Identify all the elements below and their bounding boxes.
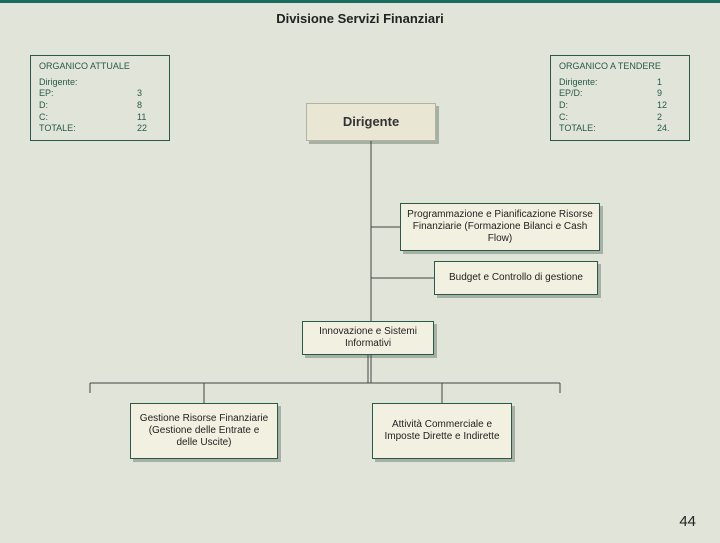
organico-attuale-box: ORGANICO ATTUALE Dirigente: EP:3 D:8 C:1… bbox=[30, 55, 170, 141]
node-programmazione: Programmazione e Pianificazione Risorse … bbox=[400, 203, 600, 251]
node-programmazione-label: Programmazione e Pianificazione Risorse … bbox=[407, 209, 593, 245]
node-dirigente-label: Dirigente bbox=[343, 114, 399, 130]
right-row-v2: 12 bbox=[657, 100, 681, 112]
right-row-v3: 2 bbox=[657, 112, 681, 124]
node-gestione-risorse: Gestione Risorse Finanziarie (Gestione d… bbox=[130, 403, 278, 459]
node-budget-label: Budget e Controllo di gestione bbox=[449, 272, 583, 284]
right-row-v1: 9 bbox=[657, 88, 681, 100]
left-row-k4: TOTALE: bbox=[39, 123, 137, 135]
node-dirigente: Dirigente bbox=[306, 103, 436, 141]
page-number: 44 bbox=[679, 513, 696, 530]
right-row-v4: 24. bbox=[657, 123, 681, 135]
right-row-k2: D: bbox=[559, 100, 657, 112]
node-attivita-commerciale: Attività Commerciale e Imposte Dirette e… bbox=[372, 403, 512, 459]
left-row-v0 bbox=[137, 77, 161, 89]
node-attivita-commerciale-label: Attività Commerciale e Imposte Dirette e… bbox=[379, 419, 505, 443]
right-row-k3: C: bbox=[559, 112, 657, 124]
right-row-k4: TOTALE: bbox=[559, 123, 657, 135]
organico-tendere-header: ORGANICO A TENDERE bbox=[559, 61, 681, 73]
right-row-k1: EP/D: bbox=[559, 88, 657, 100]
left-row-k0: Dirigente: bbox=[39, 77, 137, 89]
right-row-k0: Dirigente: bbox=[559, 77, 657, 89]
right-row-v0: 1 bbox=[657, 77, 681, 89]
organico-tendere-box: ORGANICO A TENDERE Dirigente:1 EP/D:9 D:… bbox=[550, 55, 690, 141]
node-gestione-risorse-label: Gestione Risorse Finanziarie (Gestione d… bbox=[137, 413, 271, 449]
node-innovazione-label: Innovazione e Sistemi Informativi bbox=[309, 326, 427, 350]
left-row-v2: 8 bbox=[137, 100, 161, 112]
node-budget: Budget e Controllo di gestione bbox=[434, 261, 598, 295]
left-row-k3: C: bbox=[39, 112, 137, 124]
left-row-k1: EP: bbox=[39, 88, 137, 100]
left-row-k2: D: bbox=[39, 100, 137, 112]
organico-attuale-header: ORGANICO ATTUALE bbox=[39, 61, 161, 73]
left-row-v4: 22 bbox=[137, 123, 161, 135]
node-innovazione: Innovazione e Sistemi Informativi bbox=[302, 321, 434, 355]
left-row-v1: 3 bbox=[137, 88, 161, 100]
page-title: Divisione Servizi Finanziari bbox=[0, 3, 720, 30]
left-row-v3: 11 bbox=[137, 112, 161, 124]
